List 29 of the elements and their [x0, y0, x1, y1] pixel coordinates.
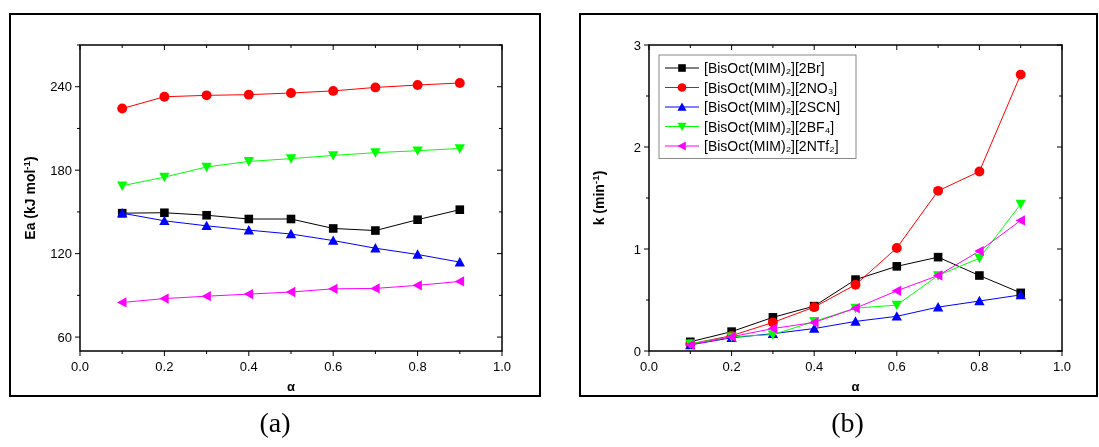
x-tick-label: 0.2: [722, 359, 741, 374]
y-tick-label: 120: [50, 246, 72, 262]
x-tick-label: 0.6: [887, 359, 906, 374]
text: (b): [831, 407, 864, 438]
y-tick-label: 180: [50, 162, 72, 178]
x-tick-label: 0.8: [408, 359, 427, 374]
y-tick-label: 1: [633, 241, 641, 257]
x-tick-label: 0.4: [805, 359, 824, 374]
legend-label: [BisOct(MIM)₂][2NO₃]: [704, 79, 838, 96]
x-tick-label: 1.0: [492, 359, 512, 374]
x-tick-label: 1.0: [1052, 359, 1072, 374]
legend-label: [BisOct(MIM)₂][2SCN]: [704, 99, 841, 115]
x-axis-title: α: [287, 379, 295, 394]
y-tick-label: 240: [50, 79, 72, 95]
legend-label: [BisOct(MIM)₂][2Br]: [704, 60, 825, 76]
x-tick-label: 0.6: [324, 359, 343, 374]
y-tick-label: 0: [633, 343, 641, 359]
y-tick-label: 2: [633, 139, 641, 155]
x-tick-label: 0.8: [970, 359, 989, 374]
x-tick-label: 0.0: [70, 359, 90, 374]
x-tick-label: 0.2: [155, 359, 174, 374]
x-tick-label: 0.0: [639, 359, 659, 374]
text: (a): [259, 407, 291, 438]
x-axis-title: α: [851, 379, 860, 394]
legend-label: [BisOct(MIM)₂][2BF₄]: [704, 118, 835, 135]
legend-label: [BisOct(MIM)₂][2NTf₂]: [704, 138, 839, 154]
x-tick-label: 0.4: [239, 359, 258, 374]
y-tick-label: 60: [57, 329, 72, 345]
y-tick-label: 3: [633, 37, 641, 53]
